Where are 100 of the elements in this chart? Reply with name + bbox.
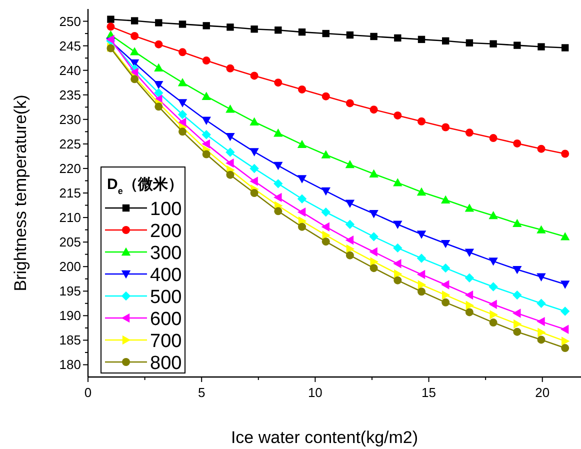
point (178, 128, 187, 136)
point (442, 123, 450, 132)
legend-label: 500 (150, 287, 182, 308)
point (442, 37, 450, 44)
point (488, 210, 498, 220)
point (202, 92, 211, 100)
point (154, 80, 164, 90)
point (370, 264, 378, 272)
point (154, 63, 164, 72)
point (202, 139, 210, 149)
y-axis-title: Brightness temperature(k) (11, 94, 30, 292)
point (321, 222, 330, 232)
point (489, 134, 498, 142)
point (178, 99, 188, 108)
point (250, 26, 258, 33)
y-tick-label: 225 (59, 136, 81, 152)
legend-label: 300 (150, 243, 182, 264)
point (346, 99, 354, 108)
point (393, 243, 402, 253)
point (538, 328, 546, 337)
point (394, 111, 402, 120)
point (512, 290, 522, 300)
point (250, 117, 259, 126)
x-axis-title: Ice water content(kg/m2) (230, 428, 418, 447)
point (274, 192, 282, 202)
point (298, 222, 306, 231)
point (178, 110, 188, 120)
point (226, 170, 234, 179)
point (297, 194, 307, 204)
point (440, 280, 450, 290)
y-tick-label: 185 (59, 332, 81, 348)
point (440, 195, 450, 204)
point (418, 280, 426, 290)
point (178, 20, 186, 28)
point (178, 78, 188, 86)
point (466, 300, 474, 310)
point (346, 244, 355, 254)
point (512, 266, 522, 274)
point (466, 39, 474, 46)
point (321, 150, 330, 158)
point (226, 104, 235, 113)
point (536, 273, 546, 282)
point (465, 128, 474, 137)
point (250, 189, 258, 197)
point (345, 160, 355, 168)
x-tick-label: 0 (84, 385, 92, 400)
point (250, 176, 258, 186)
point (345, 220, 355, 230)
point (370, 106, 378, 114)
point (346, 31, 354, 39)
point (393, 220, 402, 230)
point (154, 88, 164, 98)
point (488, 300, 497, 309)
point (274, 179, 283, 188)
point (130, 17, 138, 24)
point (418, 36, 426, 44)
point (226, 158, 234, 168)
y-tick-label: 235 (59, 87, 81, 102)
x-tick-label: 5 (198, 385, 206, 400)
point (416, 187, 426, 196)
point (440, 263, 450, 273)
y-tick-label: 245 (59, 38, 81, 54)
point (322, 30, 330, 38)
point (513, 139, 522, 148)
point (488, 258, 498, 266)
point (345, 236, 354, 245)
legend-label: 600 (150, 309, 182, 330)
point (202, 22, 210, 30)
point (418, 288, 426, 296)
point (130, 47, 140, 56)
x-tick-label: 20 (535, 385, 550, 400)
point (369, 210, 378, 218)
point (202, 116, 211, 125)
point (178, 48, 187, 56)
point (561, 150, 570, 158)
point (250, 72, 258, 80)
point (512, 218, 522, 228)
point (370, 257, 378, 266)
y-tick-label: 180 (59, 357, 81, 372)
y-tick-label: 250 (59, 14, 81, 29)
legend-label: 200 (150, 221, 182, 242)
point (536, 298, 546, 308)
point (537, 336, 546, 344)
point (322, 92, 330, 100)
point (154, 102, 163, 111)
y-tick-label: 215 (59, 186, 81, 200)
point (488, 282, 498, 292)
legend-label: 400 (150, 265, 182, 286)
point (250, 148, 259, 156)
point (536, 316, 545, 326)
point (561, 44, 569, 52)
point (321, 187, 330, 196)
point (416, 254, 426, 263)
point (178, 118, 186, 127)
point (537, 144, 546, 153)
point (298, 85, 306, 94)
point (490, 310, 498, 320)
point (394, 269, 402, 279)
point (465, 308, 474, 316)
point (561, 344, 570, 352)
